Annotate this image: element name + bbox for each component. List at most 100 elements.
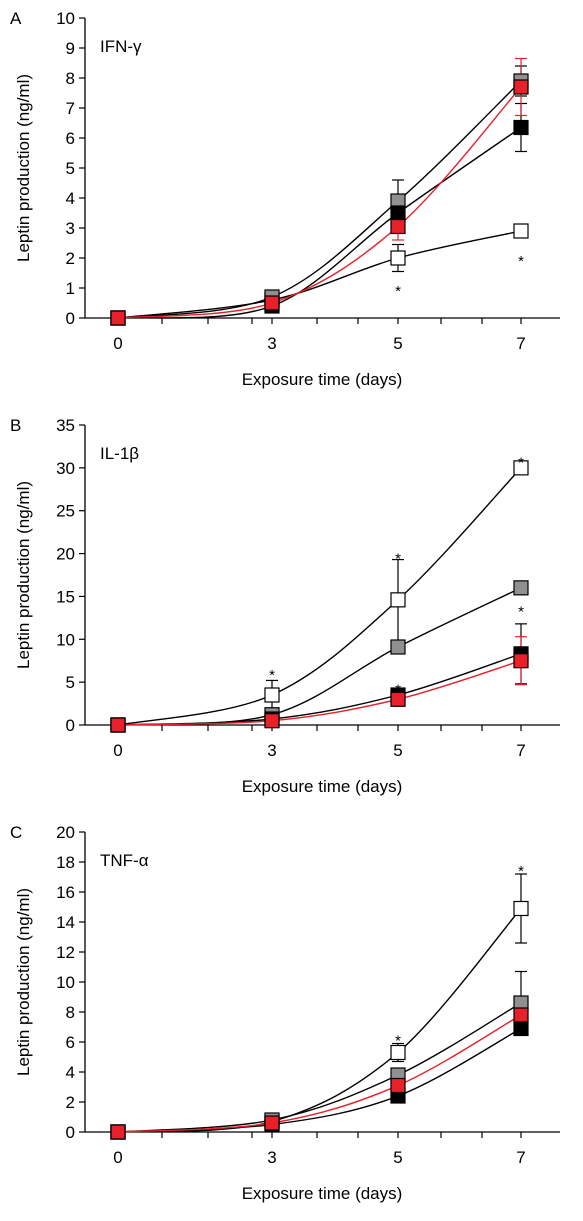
significance-marker: * bbox=[518, 603, 524, 620]
y-tick-label: 10 bbox=[56, 973, 75, 992]
y-tick-label: 16 bbox=[56, 883, 75, 902]
x-tick-label: 7 bbox=[516, 741, 525, 760]
y-tick-label: 5 bbox=[66, 159, 75, 178]
y-tick-label: 8 bbox=[66, 69, 75, 88]
y-tick-label: 0 bbox=[66, 716, 75, 735]
x-axis-label: Exposure time (days) bbox=[242, 1184, 403, 1203]
chart-c-svg: C TNF-α 0 2 4 6 8 10 12 14 16 18 20 0 3 5 7 Exposure time… bbox=[10, 823, 560, 1203]
series-line-gray bbox=[117, 587, 522, 726]
data-point-red bbox=[390, 218, 406, 235]
y-tick-label: 4 bbox=[66, 189, 75, 208]
x-tick-label: 5 bbox=[393, 334, 402, 353]
data-point-gray bbox=[513, 580, 529, 596]
data-point-white bbox=[513, 460, 529, 476]
chart-panel-c: C TNF-α 0 2 4 6 8 10 12 14 16 18 20 0 3 5 7 Exposure time… bbox=[0, 814, 583, 1221]
data-point-red bbox=[110, 310, 126, 326]
significance-marker: * bbox=[518, 454, 524, 471]
series-line-red bbox=[117, 1014, 522, 1133]
data-point-black bbox=[513, 1020, 529, 1037]
significance-marker: * bbox=[395, 681, 401, 698]
data-point-red bbox=[390, 1077, 406, 1094]
y-tick-label: 20 bbox=[56, 545, 75, 564]
y-tick-label: 2 bbox=[66, 1093, 75, 1112]
y-tick-label: 12 bbox=[56, 943, 75, 962]
x-tick-label: 0 bbox=[113, 334, 122, 353]
x-axis-label: Exposure time (days) bbox=[242, 777, 403, 796]
y-tick-label: 8 bbox=[66, 1003, 75, 1022]
data-point-white bbox=[513, 900, 529, 917]
x-tick-label: 3 bbox=[267, 741, 276, 760]
x-tick-label: 0 bbox=[113, 741, 122, 760]
series-line-red bbox=[117, 86, 522, 319]
data-point-black bbox=[513, 119, 529, 136]
chart-panel-a: A IFN-γ 0 1 2 3 4 5 6 7 8 9 10 0 3 5 7 Exposure time (day… bbox=[0, 0, 583, 407]
panel-letter: A bbox=[10, 9, 22, 28]
chart-title: IFN-γ bbox=[100, 37, 142, 56]
y-axis-label: Leptin production (ng/ml) bbox=[14, 481, 33, 669]
x-tick-label: 3 bbox=[267, 1148, 276, 1167]
significance-marker: * bbox=[395, 550, 401, 567]
data-point-red bbox=[390, 691, 406, 707]
data-point-gray bbox=[390, 639, 406, 655]
y-axis-label: Leptin production (ng/ml) bbox=[14, 888, 33, 1076]
y-tick-label: 20 bbox=[56, 823, 75, 842]
x-tick-label: 5 bbox=[393, 741, 402, 760]
series-line-white bbox=[117, 230, 522, 319]
data-point-red bbox=[110, 1124, 126, 1140]
significance-marker: * bbox=[269, 667, 275, 684]
data-point-white bbox=[390, 592, 406, 608]
y-tick-label: 15 bbox=[56, 587, 75, 606]
significance-marker: * bbox=[518, 863, 524, 880]
y-tick-label: 14 bbox=[56, 913, 75, 932]
data-point-white bbox=[264, 687, 280, 703]
data-point-red bbox=[264, 713, 280, 729]
y-tick-label: 3 bbox=[66, 219, 75, 238]
panel-letter: B bbox=[10, 416, 21, 435]
data-point-white bbox=[390, 1044, 406, 1061]
y-tick-label: 7 bbox=[66, 99, 75, 118]
series-line-black bbox=[117, 1027, 522, 1133]
series-line-black bbox=[117, 126, 522, 319]
significance-marker: * bbox=[518, 253, 524, 270]
y-tick-label: 35 bbox=[56, 416, 75, 435]
data-point-white bbox=[390, 250, 406, 266]
y-axis-label: Leptin production (ng/ml) bbox=[14, 74, 33, 262]
significance-marker: * bbox=[395, 1033, 401, 1050]
x-tick-label: 5 bbox=[393, 1148, 402, 1167]
data-point-red bbox=[513, 1007, 529, 1023]
y-tick-label: 4 bbox=[66, 1063, 75, 1082]
y-tick-label: 1 bbox=[66, 279, 75, 298]
y-tick-label: 0 bbox=[66, 309, 75, 328]
chart-panel-b: B IL-1β 0 5 10 15 20 25 30 35 0 3 5 7 Exposure time (d… bbox=[0, 407, 583, 814]
x-tick-label: 0 bbox=[113, 1148, 122, 1167]
significance-marker: * bbox=[395, 283, 401, 300]
data-point-red bbox=[110, 717, 126, 733]
y-tick-label: 2 bbox=[66, 249, 75, 268]
data-point-red bbox=[513, 79, 529, 95]
chart-a-svg: A IFN-γ 0 1 2 3 4 5 6 7 8 9 10 0 3 5 7 Exposure time (day… bbox=[10, 9, 560, 389]
data-point-white bbox=[513, 223, 529, 239]
y-tick-label: 10 bbox=[56, 9, 75, 28]
series-line-white bbox=[117, 908, 522, 1133]
y-tick-label: 5 bbox=[66, 673, 75, 692]
series-line-gray bbox=[117, 1002, 522, 1133]
y-tick-label: 0 bbox=[66, 1123, 75, 1142]
series-line-gray bbox=[117, 80, 522, 319]
data-point-black bbox=[390, 205, 406, 221]
data-point-red bbox=[264, 295, 280, 311]
x-tick-label: 7 bbox=[516, 1148, 525, 1167]
y-tick-label: 9 bbox=[66, 39, 75, 58]
chart-title: TNF-α bbox=[100, 851, 149, 870]
y-tick-label: 25 bbox=[56, 502, 75, 521]
x-tick-label: 3 bbox=[267, 334, 276, 353]
y-tick-label: 30 bbox=[56, 459, 75, 478]
y-tick-label: 6 bbox=[66, 1033, 75, 1052]
data-point-red bbox=[513, 653, 529, 669]
series-line-red bbox=[117, 660, 522, 726]
panel-letter: C bbox=[10, 823, 22, 842]
x-axis-label: Exposure time (days) bbox=[242, 370, 403, 389]
y-tick-label: 6 bbox=[66, 129, 75, 148]
chart-title: IL-1β bbox=[100, 444, 139, 463]
x-tick-label: 7 bbox=[516, 334, 525, 353]
